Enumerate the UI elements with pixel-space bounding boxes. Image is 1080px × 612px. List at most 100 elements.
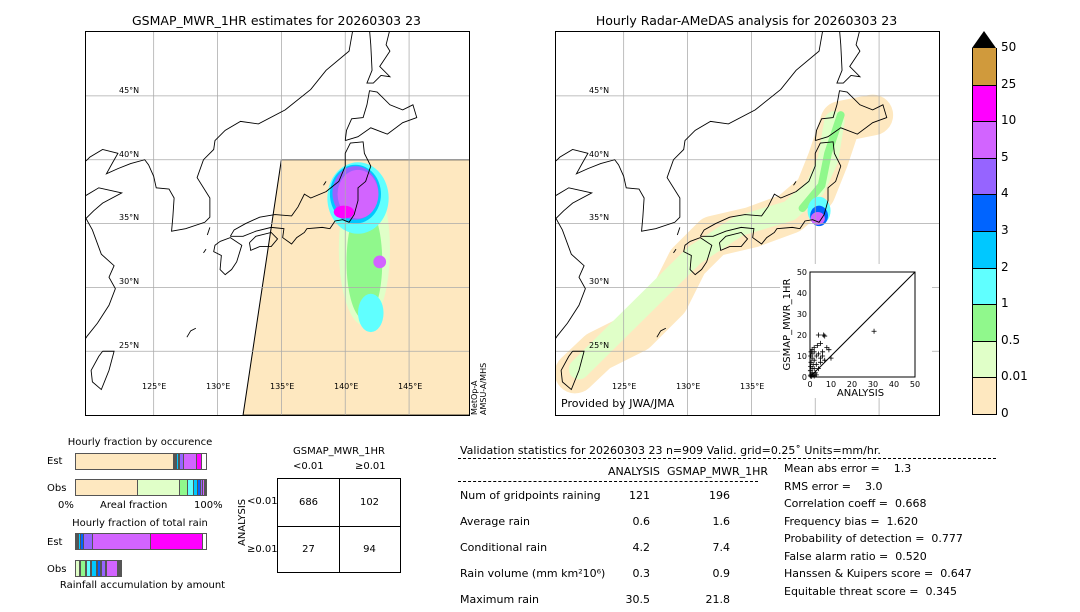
rain-area-purple	[810, 212, 825, 225]
scatter-xtick: 0	[807, 380, 812, 389]
fraction-segment	[196, 454, 203, 469]
radar-amedas-map: 45°N 40°N 35°N 30°N 25°N 125°E 130°E 135…	[555, 31, 940, 416]
fraction-segment	[203, 480, 205, 495]
stat-label: Num of gridpoints raining	[460, 489, 601, 502]
colorbar-label: 0.5	[1001, 332, 1021, 347]
fraction-segment	[138, 480, 180, 495]
stat-label: Maximum rain	[460, 593, 539, 606]
scatter-point	[811, 373, 817, 379]
fraction-segment	[173, 454, 175, 469]
fraction-segment	[198, 480, 201, 495]
cell-hit: 94	[363, 544, 376, 555]
fraction-segment	[204, 480, 206, 495]
fraction-segment	[200, 480, 204, 495]
coastline	[203, 248, 207, 254]
lat-label: 25°N	[119, 341, 140, 350]
lat-label: 45°N	[119, 86, 140, 95]
fraction-segment	[119, 560, 122, 577]
colorbar-label: 10	[1001, 113, 1017, 128]
colorbar-segment	[972, 304, 997, 342]
scatter-point	[813, 372, 819, 378]
scatter-point	[821, 332, 827, 338]
coastline	[683, 237, 713, 276]
stat-gsmap-value: 1.6	[712, 515, 731, 528]
scatter-point	[871, 328, 877, 334]
rain-area-purple-south	[373, 255, 387, 269]
coastline	[699, 141, 842, 245]
scatter-point	[820, 349, 826, 355]
scatter-ylabel: GSMAP_MWR_1HR	[782, 278, 793, 371]
score-line: False alarm ratio = 0.520	[784, 549, 927, 563]
scatter-point	[812, 370, 818, 376]
coastline	[556, 32, 823, 232]
stat-label: Rain volume (mm km²10⁶)	[460, 567, 606, 580]
credit-line: AMSU-A/MHS	[479, 362, 488, 415]
colorbar-label: 2	[1001, 259, 1009, 274]
col-ge: ≥0.01	[355, 461, 386, 472]
col-gsmap: GSMAP_MWR_1HR	[667, 465, 769, 478]
fraction-segment	[76, 480, 139, 495]
scatter-point	[822, 357, 828, 363]
lat-label: 30°N	[589, 277, 610, 286]
col-analysis: ANALYSIS	[608, 465, 660, 478]
stat-label: Average rain	[460, 515, 530, 528]
fraction-segment	[183, 454, 197, 469]
colorbar-label: 1	[1001, 296, 1009, 311]
colorbar-label: 0	[1001, 406, 1009, 420]
coastline	[86, 32, 353, 232]
score-line: Mean abs error = 1.3	[784, 462, 912, 475]
scatter-point	[809, 373, 815, 379]
areal-fraction-label: Areal fraction	[100, 500, 168, 511]
stat-gsmap-value: 21.8	[705, 593, 731, 606]
colorbar-segment	[972, 340, 997, 379]
scatter-point	[811, 349, 817, 355]
lon-label: 125°E	[142, 382, 167, 391]
axis-start: 0%	[58, 500, 74, 511]
one-to-one-line	[809, 271, 916, 378]
occurrence-est-bar	[75, 453, 207, 470]
colorbar-segment	[972, 267, 997, 306]
score-line: Equitable threat score = 0.345	[784, 584, 957, 598]
colorbar-segment	[972, 84, 997, 123]
rain-area-magenta	[333, 205, 355, 219]
fraction-segment	[90, 560, 97, 577]
scatter-point	[818, 359, 823, 365]
total-rain-title: Hourly fraction of total rain	[72, 518, 208, 529]
scatter-point	[818, 355, 823, 361]
obs-label: Obs	[47, 564, 67, 575]
fraction-segment	[105, 560, 118, 577]
fraction-segment	[92, 534, 152, 549]
lat-label: 40°N	[119, 150, 140, 159]
cell-miss: 27	[302, 544, 315, 555]
fraction-segment	[176, 454, 178, 469]
rain-obs-bar	[75, 560, 207, 577]
cell-hit-none: 686	[298, 497, 319, 508]
occurrence-obs-bar	[75, 479, 207, 496]
stat-gsmap-value: 7.4	[712, 541, 731, 554]
fraction-segment	[83, 534, 93, 549]
lat-label: 45°N	[589, 86, 610, 95]
scatter-ytick: 40	[797, 289, 807, 298]
scatter-ytick: 30	[797, 310, 807, 319]
scatter-point	[813, 361, 819, 367]
colorbar-segment	[972, 231, 997, 269]
fraction-segment	[81, 534, 84, 549]
fraction-segment	[187, 480, 195, 495]
fraction-segment	[77, 534, 78, 549]
right-map-title: Hourly Radar-AMeDAS analysis for 2026030…	[595, 13, 898, 28]
colorbar-extend-arrow	[972, 31, 996, 48]
colorbar-segment	[972, 121, 997, 159]
coastline	[673, 248, 677, 254]
lon-label: 140°E	[334, 382, 359, 391]
stat-analysis-value: 0.6	[632, 515, 651, 528]
rain-area-green	[798, 111, 845, 213]
fraction-segment	[177, 454, 179, 469]
coastline	[719, 231, 749, 252]
coastline	[656, 327, 667, 338]
col-lt: <0.01	[293, 461, 324, 472]
colorbar-segment	[972, 194, 997, 232]
gsmap-estimate-map: 45°N 40°N 35°N 30°N 25°N 125°E 130°E 135…	[85, 31, 470, 416]
lon-label: 125°E	[612, 382, 637, 391]
contingency-table: 686 102 27 94	[277, 478, 401, 573]
map-canvas	[556, 32, 939, 415]
